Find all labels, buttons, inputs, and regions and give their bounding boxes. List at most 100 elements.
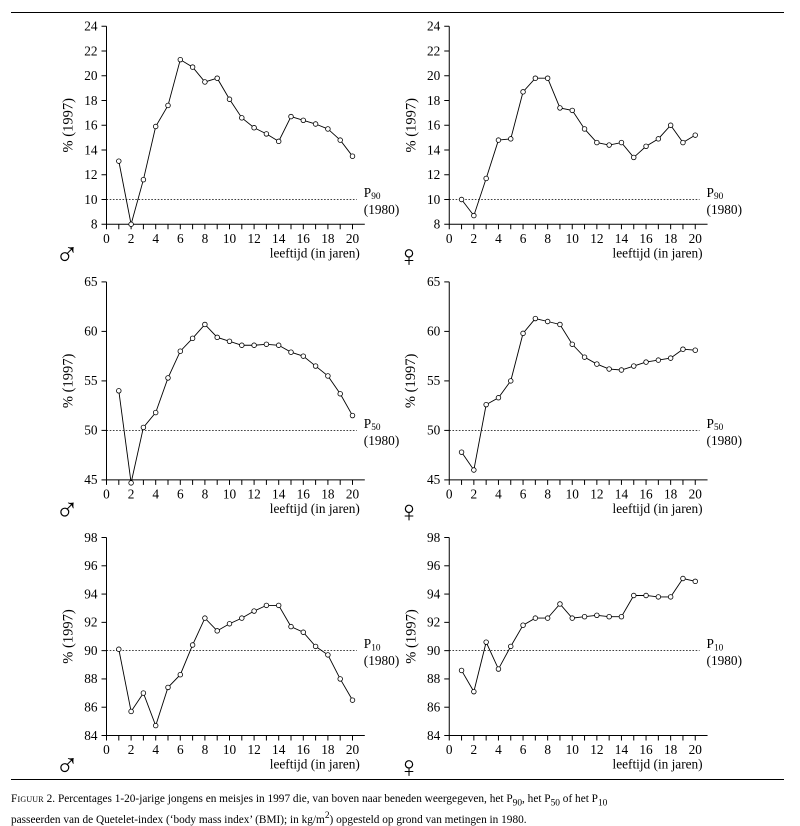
svg-text:4: 4	[152, 231, 159, 246]
svg-text:♀: ♀	[398, 240, 421, 273]
svg-text:12: 12	[590, 486, 603, 501]
svg-text:20: 20	[689, 486, 703, 501]
svg-text:20: 20	[346, 742, 360, 757]
svg-text:6: 6	[520, 231, 527, 246]
svg-text:% (1997): % (1997)	[403, 609, 419, 664]
svg-text:8: 8	[434, 217, 441, 232]
svg-text:6: 6	[177, 742, 184, 757]
svg-text:10: 10	[566, 742, 580, 757]
svg-text:14: 14	[615, 231, 629, 246]
svg-text:leeftijd (in jaren): leeftijd (in jaren)	[613, 245, 703, 260]
svg-text:14: 14	[272, 486, 286, 501]
svg-text:20: 20	[84, 68, 98, 83]
svg-text:18: 18	[321, 486, 335, 501]
svg-text:24: 24	[427, 19, 441, 34]
svg-text:14: 14	[272, 742, 286, 757]
svg-text:12: 12	[590, 742, 603, 757]
svg-text:4: 4	[152, 486, 159, 501]
svg-text:98: 98	[84, 530, 98, 545]
svg-text:20: 20	[427, 68, 441, 83]
svg-text:8: 8	[544, 742, 551, 757]
svg-text:18: 18	[321, 742, 335, 757]
svg-text:16: 16	[639, 231, 653, 246]
svg-text:50: 50	[427, 423, 441, 438]
svg-text:(1980): (1980)	[364, 653, 399, 668]
svg-text:18: 18	[84, 93, 98, 108]
svg-text:P10: P10	[364, 636, 381, 653]
svg-text:8: 8	[202, 231, 209, 246]
svg-text:16: 16	[297, 231, 311, 246]
svg-text:6: 6	[177, 486, 184, 501]
svg-text:90: 90	[84, 643, 98, 658]
svg-text:10: 10	[566, 231, 580, 246]
svg-text:94: 94	[84, 586, 98, 601]
svg-text:leeftijd (in jaren): leeftijd (in jaren)	[270, 757, 360, 772]
svg-text:86: 86	[427, 700, 441, 715]
svg-text:(1980): (1980)	[707, 433, 742, 448]
svg-text:88: 88	[84, 671, 98, 686]
svg-text:16: 16	[297, 742, 311, 757]
svg-text:88: 88	[427, 671, 441, 686]
svg-text:% (1997): % (1997)	[61, 609, 77, 664]
svg-text:P50: P50	[707, 416, 724, 433]
svg-text:18: 18	[321, 231, 335, 246]
svg-text:60: 60	[84, 324, 98, 339]
svg-text:90: 90	[427, 643, 441, 658]
svg-text:20: 20	[689, 742, 703, 757]
svg-text:10: 10	[223, 742, 237, 757]
svg-text:14: 14	[427, 142, 441, 157]
svg-text:14: 14	[272, 231, 286, 246]
svg-text:8: 8	[544, 231, 551, 246]
svg-text:45: 45	[84, 472, 98, 487]
svg-text:8: 8	[544, 486, 551, 501]
svg-text:16: 16	[639, 742, 653, 757]
svg-text:leeftijd (in jaren): leeftijd (in jaren)	[613, 501, 703, 516]
svg-text:12: 12	[247, 486, 260, 501]
svg-text:♂: ♂	[55, 236, 79, 272]
svg-text:92: 92	[427, 615, 440, 630]
svg-text:2: 2	[128, 231, 135, 246]
svg-text:84: 84	[427, 728, 441, 743]
svg-text:6: 6	[520, 486, 527, 501]
svg-text:16: 16	[427, 118, 441, 133]
svg-text:55: 55	[84, 373, 98, 388]
svg-text:55: 55	[427, 373, 441, 388]
svg-text:8: 8	[91, 217, 98, 232]
svg-text:12: 12	[247, 231, 260, 246]
svg-text:P10: P10	[707, 636, 724, 653]
svg-text:4: 4	[495, 742, 502, 757]
svg-text:18: 18	[664, 231, 678, 246]
svg-text:4: 4	[495, 231, 502, 246]
svg-text:2: 2	[128, 742, 135, 757]
svg-text:% (1997): % (1997)	[403, 98, 419, 153]
svg-text:P90: P90	[707, 185, 724, 202]
svg-text:leeftijd (in jaren): leeftijd (in jaren)	[613, 757, 703, 772]
svg-text:10: 10	[223, 231, 237, 246]
svg-text:12: 12	[590, 231, 603, 246]
svg-text:12: 12	[84, 167, 97, 182]
svg-text:2: 2	[128, 486, 135, 501]
svg-text:♀: ♀	[398, 496, 421, 529]
svg-text:18: 18	[664, 742, 678, 757]
svg-text:94: 94	[427, 586, 441, 601]
svg-text:14: 14	[615, 742, 629, 757]
svg-text:0: 0	[103, 742, 110, 757]
svg-text:0: 0	[446, 231, 453, 246]
svg-text:♂: ♂	[55, 492, 79, 528]
svg-text:% (1997): % (1997)	[61, 354, 77, 409]
svg-text:86: 86	[84, 700, 98, 715]
svg-text:18: 18	[427, 93, 441, 108]
svg-text:4: 4	[152, 742, 159, 757]
svg-text:♂: ♂	[55, 747, 79, 783]
svg-text:0: 0	[103, 231, 110, 246]
svg-text:P50: P50	[364, 416, 381, 433]
svg-text:P90: P90	[364, 185, 381, 202]
svg-text:12: 12	[427, 167, 440, 182]
svg-text:2: 2	[471, 486, 478, 501]
svg-text:20: 20	[346, 231, 360, 246]
svg-text:leeftijd (in jaren): leeftijd (in jaren)	[270, 245, 360, 260]
svg-text:22: 22	[84, 43, 97, 58]
svg-text:22: 22	[427, 43, 440, 58]
svg-text:16: 16	[84, 118, 98, 133]
svg-text:8: 8	[202, 742, 209, 757]
